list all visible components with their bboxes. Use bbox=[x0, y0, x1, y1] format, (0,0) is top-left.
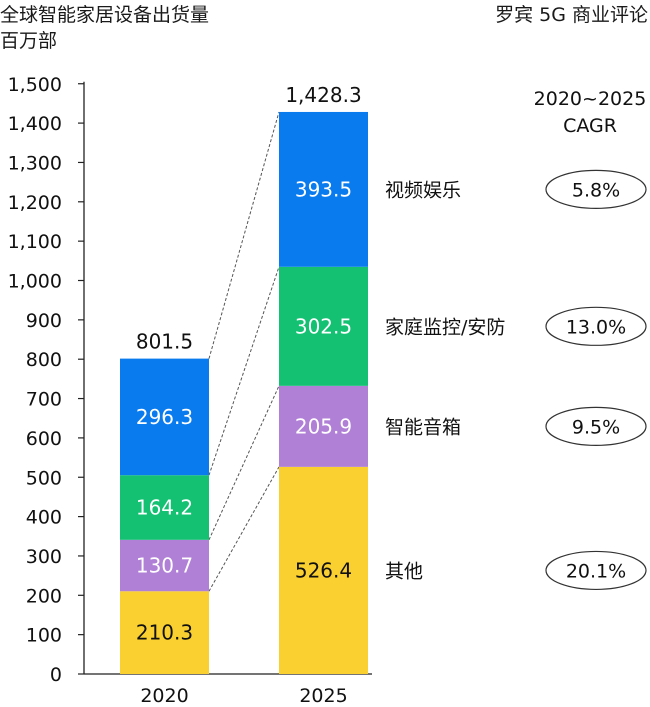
bar-data-label: 205.9 bbox=[295, 414, 352, 438]
chart-title: 全球智能家居设备出货量 bbox=[0, 4, 209, 26]
cagr-oval bbox=[545, 169, 647, 209]
y-tick-label: 600 bbox=[26, 428, 62, 450]
data-labels: 210.3 130.7 164.2 296.3 801.5 526.4 205.9 302.5… bbox=[136, 83, 362, 645]
cagr-header-line2: CAGR bbox=[563, 115, 617, 137]
y-tick-label: 500 bbox=[26, 467, 62, 489]
y-tick-label: 900 bbox=[26, 310, 62, 332]
connector-lines bbox=[208, 111, 280, 592]
x-tick-label: 2020 bbox=[140, 685, 188, 707]
cagr-value: 9.5% bbox=[572, 416, 620, 438]
y-tick-label: 1,400 bbox=[8, 113, 62, 135]
bar-total-label: 801.5 bbox=[136, 330, 193, 354]
bars bbox=[120, 111, 368, 674]
cagr-oval bbox=[545, 550, 647, 591]
connector-line bbox=[208, 111, 280, 359]
bar-segment bbox=[279, 385, 368, 467]
bar-data-label: 164.2 bbox=[136, 496, 193, 520]
cagr-column: 2020~2025 CAGR 20.1% 9.5% 13.0% 5.8% bbox=[534, 88, 647, 591]
y-tick-label: 1,200 bbox=[8, 192, 62, 214]
y-tick-label: 400 bbox=[26, 507, 62, 529]
bar-data-label: 302.5 bbox=[295, 314, 352, 338]
y-tick-label: 200 bbox=[26, 585, 62, 607]
bar-data-label: 393.5 bbox=[295, 177, 352, 201]
cagr-value: 20.1% bbox=[566, 560, 626, 582]
cagr-oval bbox=[545, 306, 647, 346]
connector-line bbox=[208, 385, 280, 541]
chart-source: 罗宾 5G 商业评论 bbox=[495, 4, 648, 26]
bar-data-label: 130.7 bbox=[136, 554, 193, 578]
bar-data-label: 526.4 bbox=[295, 558, 352, 582]
bar-segment bbox=[120, 591, 209, 674]
connector-line bbox=[208, 266, 280, 476]
cagr-value: 5.8% bbox=[572, 179, 620, 201]
bar-segment bbox=[120, 539, 209, 592]
bar-segment bbox=[120, 358, 209, 476]
x-tick-label: 2025 bbox=[299, 685, 347, 707]
y-tick-label: 700 bbox=[26, 389, 62, 411]
connector-line bbox=[208, 466, 280, 592]
cagr-oval bbox=[545, 406, 647, 446]
y-tick-label: 0 bbox=[50, 664, 62, 686]
cagr-header-line1: 2020~2025 bbox=[534, 88, 647, 110]
y-tick-label: 300 bbox=[26, 546, 62, 568]
y-tick-label: 1,000 bbox=[8, 271, 62, 293]
cagr-value: 13.0% bbox=[566, 316, 626, 338]
series-category-label: 智能音箱 bbox=[385, 416, 461, 438]
bar-segment bbox=[120, 475, 209, 540]
series-category-label: 其他 bbox=[385, 560, 423, 582]
bar-data-label: 210.3 bbox=[136, 621, 193, 645]
y-tick-label: 100 bbox=[26, 625, 62, 647]
bar-segment bbox=[279, 266, 368, 386]
y-tick-label: 1,500 bbox=[8, 74, 62, 96]
series-category-label: 视频娱乐 bbox=[385, 179, 461, 201]
y-tick-label: 1,100 bbox=[8, 231, 62, 253]
y-tick-label: 1,300 bbox=[8, 152, 62, 174]
y-tick-label: 800 bbox=[26, 349, 62, 371]
y-axis: 0 100 200 300 400 500 600 700 800 900 1,000 1,100 1,… bbox=[8, 74, 372, 707]
bar-data-label: 296.3 bbox=[136, 405, 193, 429]
bar-segment bbox=[279, 111, 368, 267]
bar-total-label: 1,428.3 bbox=[285, 83, 361, 107]
bar-segment bbox=[279, 466, 368, 674]
series-category-label: 家庭监控/安防 bbox=[385, 316, 505, 338]
chart-unit: 百万部 bbox=[0, 30, 57, 52]
